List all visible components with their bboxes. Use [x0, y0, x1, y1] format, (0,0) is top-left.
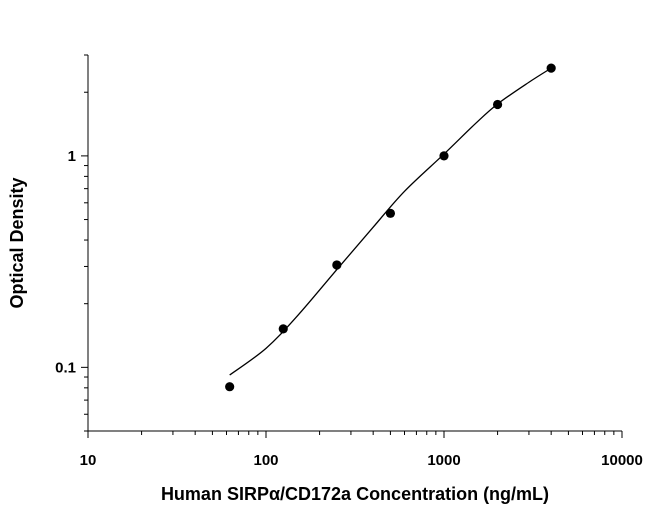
axes	[87, 55, 622, 432]
data-point	[385, 208, 396, 218]
x-tick-label: 10000	[601, 452, 643, 469]
y-tick-label: 0.1	[55, 359, 76, 376]
data-point	[546, 63, 556, 73]
data-point	[332, 260, 342, 270]
x-tick-label: 100	[253, 452, 278, 469]
data-point	[225, 382, 235, 392]
data-point	[439, 151, 449, 161]
data-point	[492, 99, 503, 110]
data-point	[278, 324, 288, 334]
fit-curve	[229, 67, 552, 376]
y-tick-label: 1	[68, 148, 76, 165]
tick-labels: 10 100 1000 10000 0.1 1	[55, 148, 643, 469]
ticks	[81, 54, 623, 438]
data-points	[225, 63, 556, 392]
x-tick-label: 1000	[427, 452, 460, 469]
x-tick-label: 10	[80, 452, 97, 469]
x-axis-title: Human SIRPα/CD172a Concentration (ng/mL)	[161, 484, 549, 504]
y-axis-title: Optical Density	[7, 177, 27, 308]
